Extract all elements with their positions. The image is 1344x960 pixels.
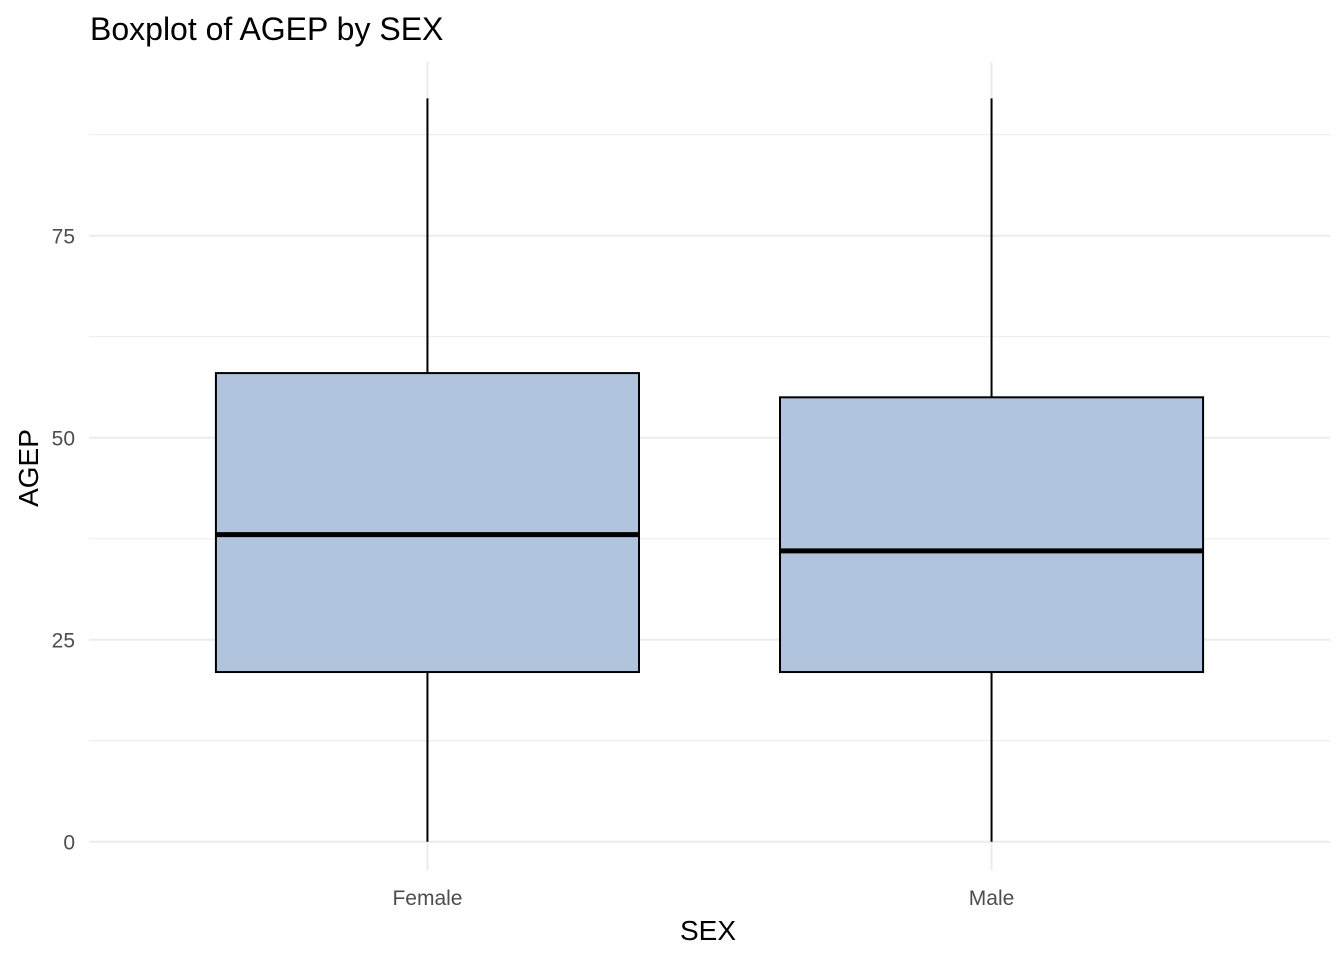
boxes bbox=[214, 98, 1205, 842]
y-tick-label: 75 bbox=[52, 226, 75, 249]
box-iqr bbox=[214, 372, 640, 674]
x-axis-title: SEX bbox=[680, 915, 736, 946]
y-tick-label: 0 bbox=[63, 832, 75, 855]
y-axis-title: AGEP bbox=[13, 429, 44, 507]
y-tick-label: 25 bbox=[52, 630, 75, 653]
x-tick-label: Female bbox=[392, 887, 462, 910]
chart-title: Boxplot of AGEP by SEX bbox=[90, 11, 443, 47]
x-tick-labels: Female Male bbox=[392, 887, 1014, 910]
box-female bbox=[214, 98, 640, 842]
box-male bbox=[779, 98, 1205, 842]
y-tick-labels: 0 25 50 75 bbox=[52, 226, 75, 855]
x-tick-label: Male bbox=[969, 887, 1015, 910]
y-tick-label: 50 bbox=[52, 428, 75, 451]
box-iqr bbox=[779, 396, 1205, 674]
